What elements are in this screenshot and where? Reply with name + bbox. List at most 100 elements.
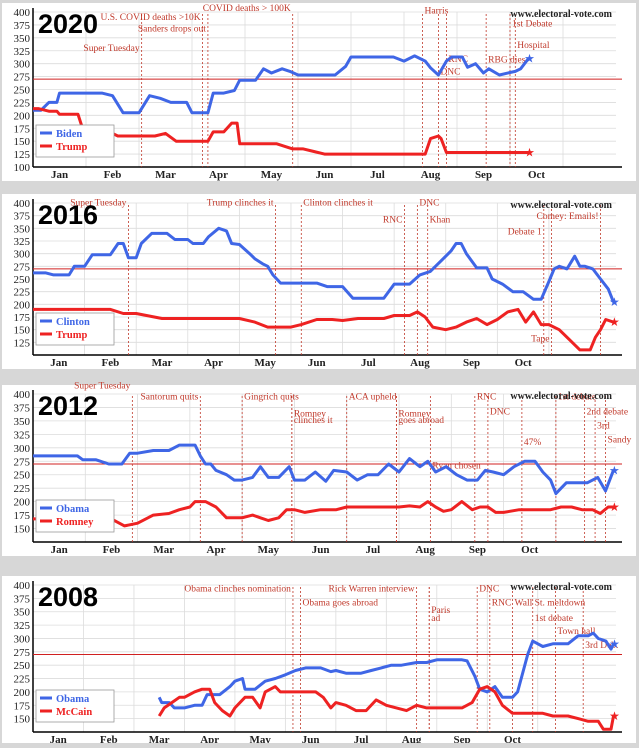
y-tick-label: 375	[14, 402, 31, 414]
event-label: 3rd	[597, 421, 610, 431]
y-tick-label: 275	[14, 261, 31, 273]
event-label: Rick Warren interview	[328, 584, 414, 594]
month-label: May	[258, 544, 280, 556]
month-label: Jul	[366, 544, 381, 556]
month-label: Oct	[504, 734, 521, 743]
y-tick-label: 150	[14, 714, 31, 726]
event-label: DNC	[490, 407, 510, 417]
event-label: clinches it	[294, 416, 333, 426]
site-label: www.electoral-vote.com	[510, 9, 612, 20]
y-tick-label: 275	[14, 647, 31, 659]
month-label: May	[249, 734, 271, 743]
y-tick-label: 125	[14, 149, 31, 161]
event-label: DNC	[440, 68, 460, 78]
legend-entry: Obama	[56, 504, 90, 515]
series-end-star: ★	[524, 52, 535, 66]
y-tick-label: 400	[14, 580, 31, 592]
y-tick-label: 325	[14, 46, 31, 58]
event-label: Wall St. meltdown	[515, 598, 586, 608]
y-tick-label: 375	[14, 20, 31, 32]
y-tick-label: 200	[14, 497, 31, 509]
chart-year-title: 2016	[38, 200, 98, 230]
series-line-obama	[33, 443, 615, 496]
month-label: Jun	[308, 357, 326, 369]
event-label: ad	[431, 614, 440, 624]
event-label: Obama clinches nomination	[184, 584, 291, 594]
series-end-star: ★	[609, 709, 620, 723]
month-label: Mar	[155, 169, 176, 181]
event-label: Super Tuesday	[74, 382, 130, 392]
legend-entry: Romney	[56, 517, 94, 528]
month-label: May	[261, 169, 283, 181]
event-label: Trump clinches it	[207, 199, 274, 209]
month-label: Apr	[204, 357, 223, 369]
series-end-star: ★	[609, 500, 620, 514]
month-label: Aug	[421, 169, 441, 181]
y-tick-label: 200	[14, 687, 31, 699]
month-label: Oct	[528, 169, 545, 181]
y-tick-label: 225	[14, 483, 31, 495]
event-label: 47%	[524, 438, 542, 448]
event-label: 1st debate	[558, 392, 596, 402]
y-tick-label: 125	[14, 337, 31, 349]
month-label: Jan	[50, 357, 67, 369]
y-tick-label: 400	[14, 198, 31, 210]
y-tick-label: 200	[14, 299, 31, 311]
series-end-star: ★	[609, 463, 620, 477]
legend-entry: Clinton	[56, 317, 90, 328]
month-label: Feb	[103, 544, 121, 556]
month-label: Sep	[463, 357, 480, 369]
month-label: Apr	[200, 734, 219, 743]
month-label: Apr	[207, 544, 226, 556]
month-label: Aug	[410, 357, 430, 369]
legend-entry: Trump	[56, 142, 87, 153]
event-label: Clinton clinches it	[303, 199, 373, 209]
event-label: RNC	[448, 55, 468, 65]
y-tick-label: 350	[14, 223, 31, 235]
legend-entry: Obama	[56, 694, 90, 705]
event-label: RNC	[383, 215, 403, 225]
month-label: Jul	[361, 357, 376, 369]
y-tick-label: 375	[14, 211, 31, 223]
event-label: DNC	[419, 199, 439, 209]
legend-entry: McCain	[56, 707, 92, 718]
month-label: Jul	[354, 734, 369, 743]
event-label: ACA upheld	[349, 392, 397, 402]
month-label: Sep	[453, 734, 470, 743]
chart-year-title: 2020	[38, 9, 98, 39]
y-tick-label: 400	[14, 389, 31, 401]
legend-entry: Trump	[56, 330, 87, 341]
event-label: Comey: Emails!	[537, 212, 599, 222]
chart-year-title: 2012	[38, 391, 98, 421]
legend-box	[35, 124, 115, 158]
month-label: Jan	[51, 169, 68, 181]
y-tick-label: 250	[14, 660, 31, 672]
month-label: Jul	[370, 169, 385, 181]
y-tick-label: 350	[14, 416, 31, 428]
chart-year-title: 2008	[38, 582, 98, 612]
y-tick-label: 400	[14, 7, 31, 19]
y-tick-label: 150	[14, 136, 31, 148]
series-end-star: ★	[609, 315, 620, 329]
y-tick-label: 325	[14, 620, 31, 632]
site-label: www.electoral-vote.com	[510, 200, 612, 211]
month-label: Apr	[209, 169, 228, 181]
month-label: Sep	[475, 169, 492, 181]
month-label: Sep	[469, 544, 486, 556]
y-tick-label: 375	[14, 593, 31, 605]
month-label: Mar	[152, 357, 173, 369]
series-line-biden	[33, 54, 530, 115]
y-tick-label: 225	[14, 287, 31, 299]
y-tick-label: 150	[14, 325, 31, 337]
event-label: COVID deaths > 100K	[203, 4, 291, 14]
event-label: RNC	[477, 392, 497, 402]
y-tick-label: 225	[14, 97, 31, 109]
series-line-mccain	[157, 685, 615, 731]
event-label: 1st Debate	[512, 19, 552, 29]
y-tick-label: 175	[14, 123, 31, 135]
month-label: May	[254, 357, 276, 369]
